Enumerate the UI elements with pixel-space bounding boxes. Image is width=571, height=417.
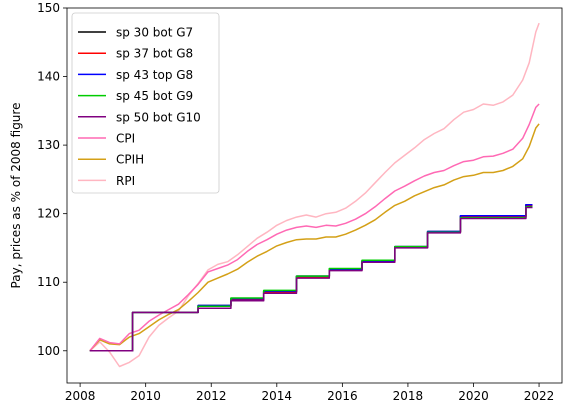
x-tick-label: 2016 [327, 389, 358, 403]
legend: sp 30 bot G7 sp 37 bot G8 sp 43 top G8 sp 4… [71, 12, 220, 194]
y-tick-label: 130 [37, 138, 60, 152]
x-tick-label: 2010 [130, 389, 161, 403]
series-line-4 [89, 206, 533, 352]
x-tick-label: 2020 [458, 389, 489, 403]
legend-label: sp 37 bot G8 [116, 47, 193, 61]
x-tick-label: 2008 [65, 389, 96, 403]
x-tick-label: 2012 [196, 389, 227, 403]
series-line-5 [89, 103, 540, 352]
legend-label: sp 50 bot G10 [116, 110, 201, 124]
y-tick-label: 100 [37, 344, 60, 358]
legend-label: sp 45 bot G9 [116, 89, 193, 103]
legend-box [71, 12, 220, 194]
plot-frame [66, 7, 563, 384]
plot-area [89, 22, 540, 368]
legend-label: RPI [116, 174, 135, 188]
legend-label: CPI [116, 132, 135, 146]
legend-label: sp 30 bot G7 [116, 26, 193, 40]
y-tick-label: 110 [37, 275, 60, 289]
series-line-7 [89, 22, 540, 368]
y-tick-label: 140 [37, 70, 60, 84]
y-tick-label: 150 [37, 1, 60, 15]
series-line-6 [89, 123, 540, 352]
y-axis-label: Pay, prices as % of 2008 figure [9, 103, 23, 289]
legend-label: sp 43 top G8 [116, 68, 193, 82]
x-tick-label: 2014 [262, 389, 293, 403]
legend-label: CPIH [116, 153, 144, 167]
y-tick-label: 120 [37, 207, 60, 221]
y-axis: 100 110 120 130 140 150 [37, 1, 67, 358]
x-tick-label: 2018 [393, 389, 424, 403]
x-tick-label: 2022 [524, 389, 555, 403]
x-axis: 2008 2010 2012 2014 2016 2018 2020 2022 [65, 383, 554, 403]
